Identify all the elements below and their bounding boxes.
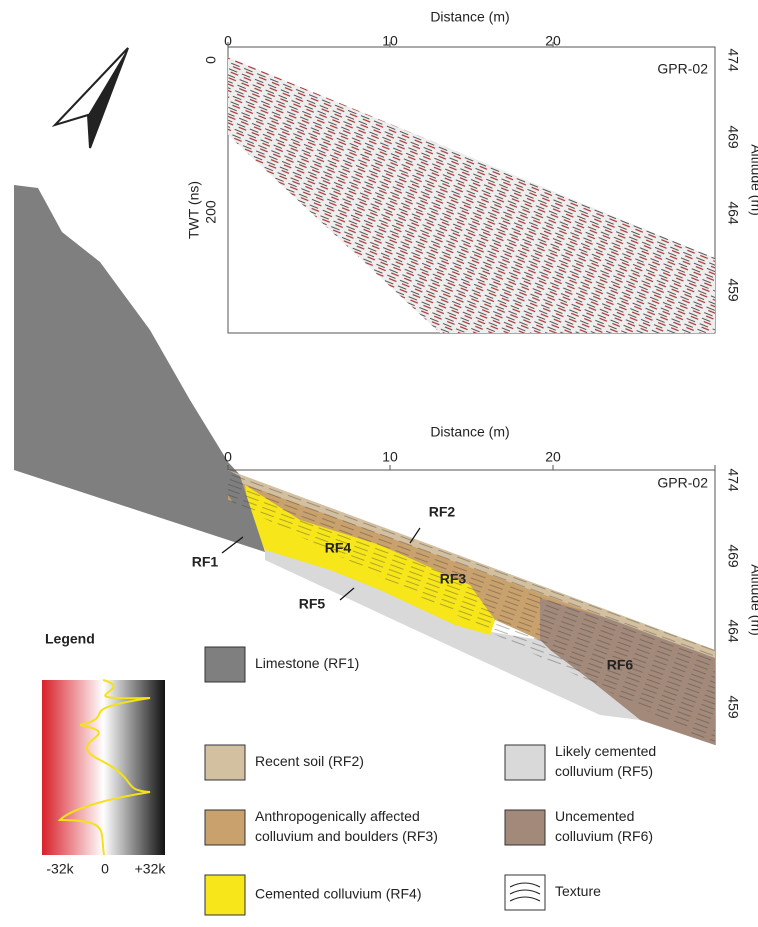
y2-tick-label: 459 bbox=[725, 278, 741, 302]
x-axis-label: Distance (m) bbox=[430, 424, 509, 440]
profile-label: GPR-02 bbox=[657, 475, 708, 491]
figure: Distance (m) 0 10 20 474 469 464 459 Altitude (m… bbox=[0, 0, 758, 927]
unit-label: RF2 bbox=[429, 504, 456, 520]
y2-tick-label: 464 bbox=[725, 201, 741, 225]
colorbar-label: 0 bbox=[101, 861, 109, 877]
legend-swatch bbox=[205, 810, 245, 845]
y-axis-label: TWT (ns) bbox=[186, 181, 202, 239]
unit-label: RF1 bbox=[192, 554, 219, 570]
y2-tick-label: 459 bbox=[725, 695, 741, 719]
x-tick-label: 10 bbox=[382, 449, 398, 465]
legend-swatch bbox=[505, 745, 545, 780]
gpr-radargram bbox=[228, 57, 715, 333]
unit-label: RF3 bbox=[440, 571, 467, 587]
y-tick-label: 200 bbox=[203, 200, 219, 224]
y2-axis-label: Altitude (m) bbox=[748, 564, 758, 636]
legend-title: Legend bbox=[45, 631, 95, 647]
legend-swatch bbox=[205, 745, 245, 780]
y2-tick-label: 469 bbox=[725, 125, 741, 149]
unit-label: RF6 bbox=[607, 657, 634, 673]
y2-tick-label: 474 bbox=[725, 48, 741, 72]
limestone-slope bbox=[14, 185, 265, 552]
y2-tick-label: 469 bbox=[725, 544, 741, 568]
legend-label: Likely cemented bbox=[555, 743, 656, 759]
x-tick-label: 0 bbox=[224, 449, 232, 465]
unit-label: RF5 bbox=[299, 596, 326, 612]
legend-swatch bbox=[205, 875, 245, 915]
legend-swatch bbox=[205, 647, 245, 682]
legend-swatch bbox=[505, 875, 545, 910]
legend-label: colluvium (RF6) bbox=[555, 828, 653, 844]
legend-label: colluvium (RF5) bbox=[555, 763, 653, 779]
y2-axis-label: Altitude (m) bbox=[748, 144, 758, 216]
legend-label: Uncemented bbox=[555, 808, 634, 824]
colorbar-label: +32k bbox=[135, 861, 167, 877]
legend-label: colluvium and boulders (RF3) bbox=[255, 828, 438, 844]
y2-tick-label: 464 bbox=[725, 619, 741, 643]
legend-swatch bbox=[505, 810, 545, 845]
legend-label: Anthropogenically affected bbox=[255, 808, 420, 824]
profile-label: GPR-02 bbox=[657, 61, 708, 77]
x-axis-label: Distance (m) bbox=[430, 9, 509, 25]
colorbar bbox=[42, 680, 165, 855]
unit-label: RF4 bbox=[325, 540, 352, 556]
legend-label: Texture bbox=[555, 883, 601, 899]
legend-label: Cemented colluvium (RF4) bbox=[255, 886, 422, 902]
legend-label: Limestone (RF1) bbox=[255, 655, 359, 671]
legend-label: Recent soil (RF2) bbox=[255, 753, 364, 769]
y2-tick-label: 474 bbox=[725, 468, 741, 492]
x-tick-label: 20 bbox=[545, 449, 561, 465]
colorbar-label: -32k bbox=[46, 861, 74, 877]
y-tick-label: 0 bbox=[203, 56, 219, 64]
